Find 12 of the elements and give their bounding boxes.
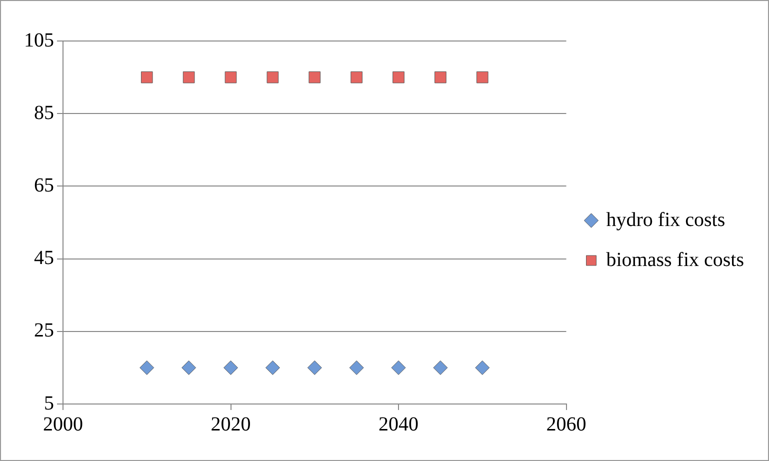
legend-label: hydro fix costs (606, 208, 726, 231)
x-tick-label: 2040 (378, 413, 418, 436)
legend-label: biomass fix costs (606, 248, 744, 271)
y-tick-label: 105 (24, 29, 54, 52)
x-tick-label: 2000 (43, 413, 83, 436)
y-tick-label: 65 (34, 174, 54, 196)
y-tick-label: 5 (44, 392, 54, 414)
x-tick-label: 2060 (546, 413, 586, 436)
y-tick-label: 45 (34, 247, 54, 270)
x-tick-label: 2020 (210, 413, 251, 436)
y-tick-label: 85 (34, 102, 54, 124)
y-tick-label: 25 (34, 320, 54, 342)
